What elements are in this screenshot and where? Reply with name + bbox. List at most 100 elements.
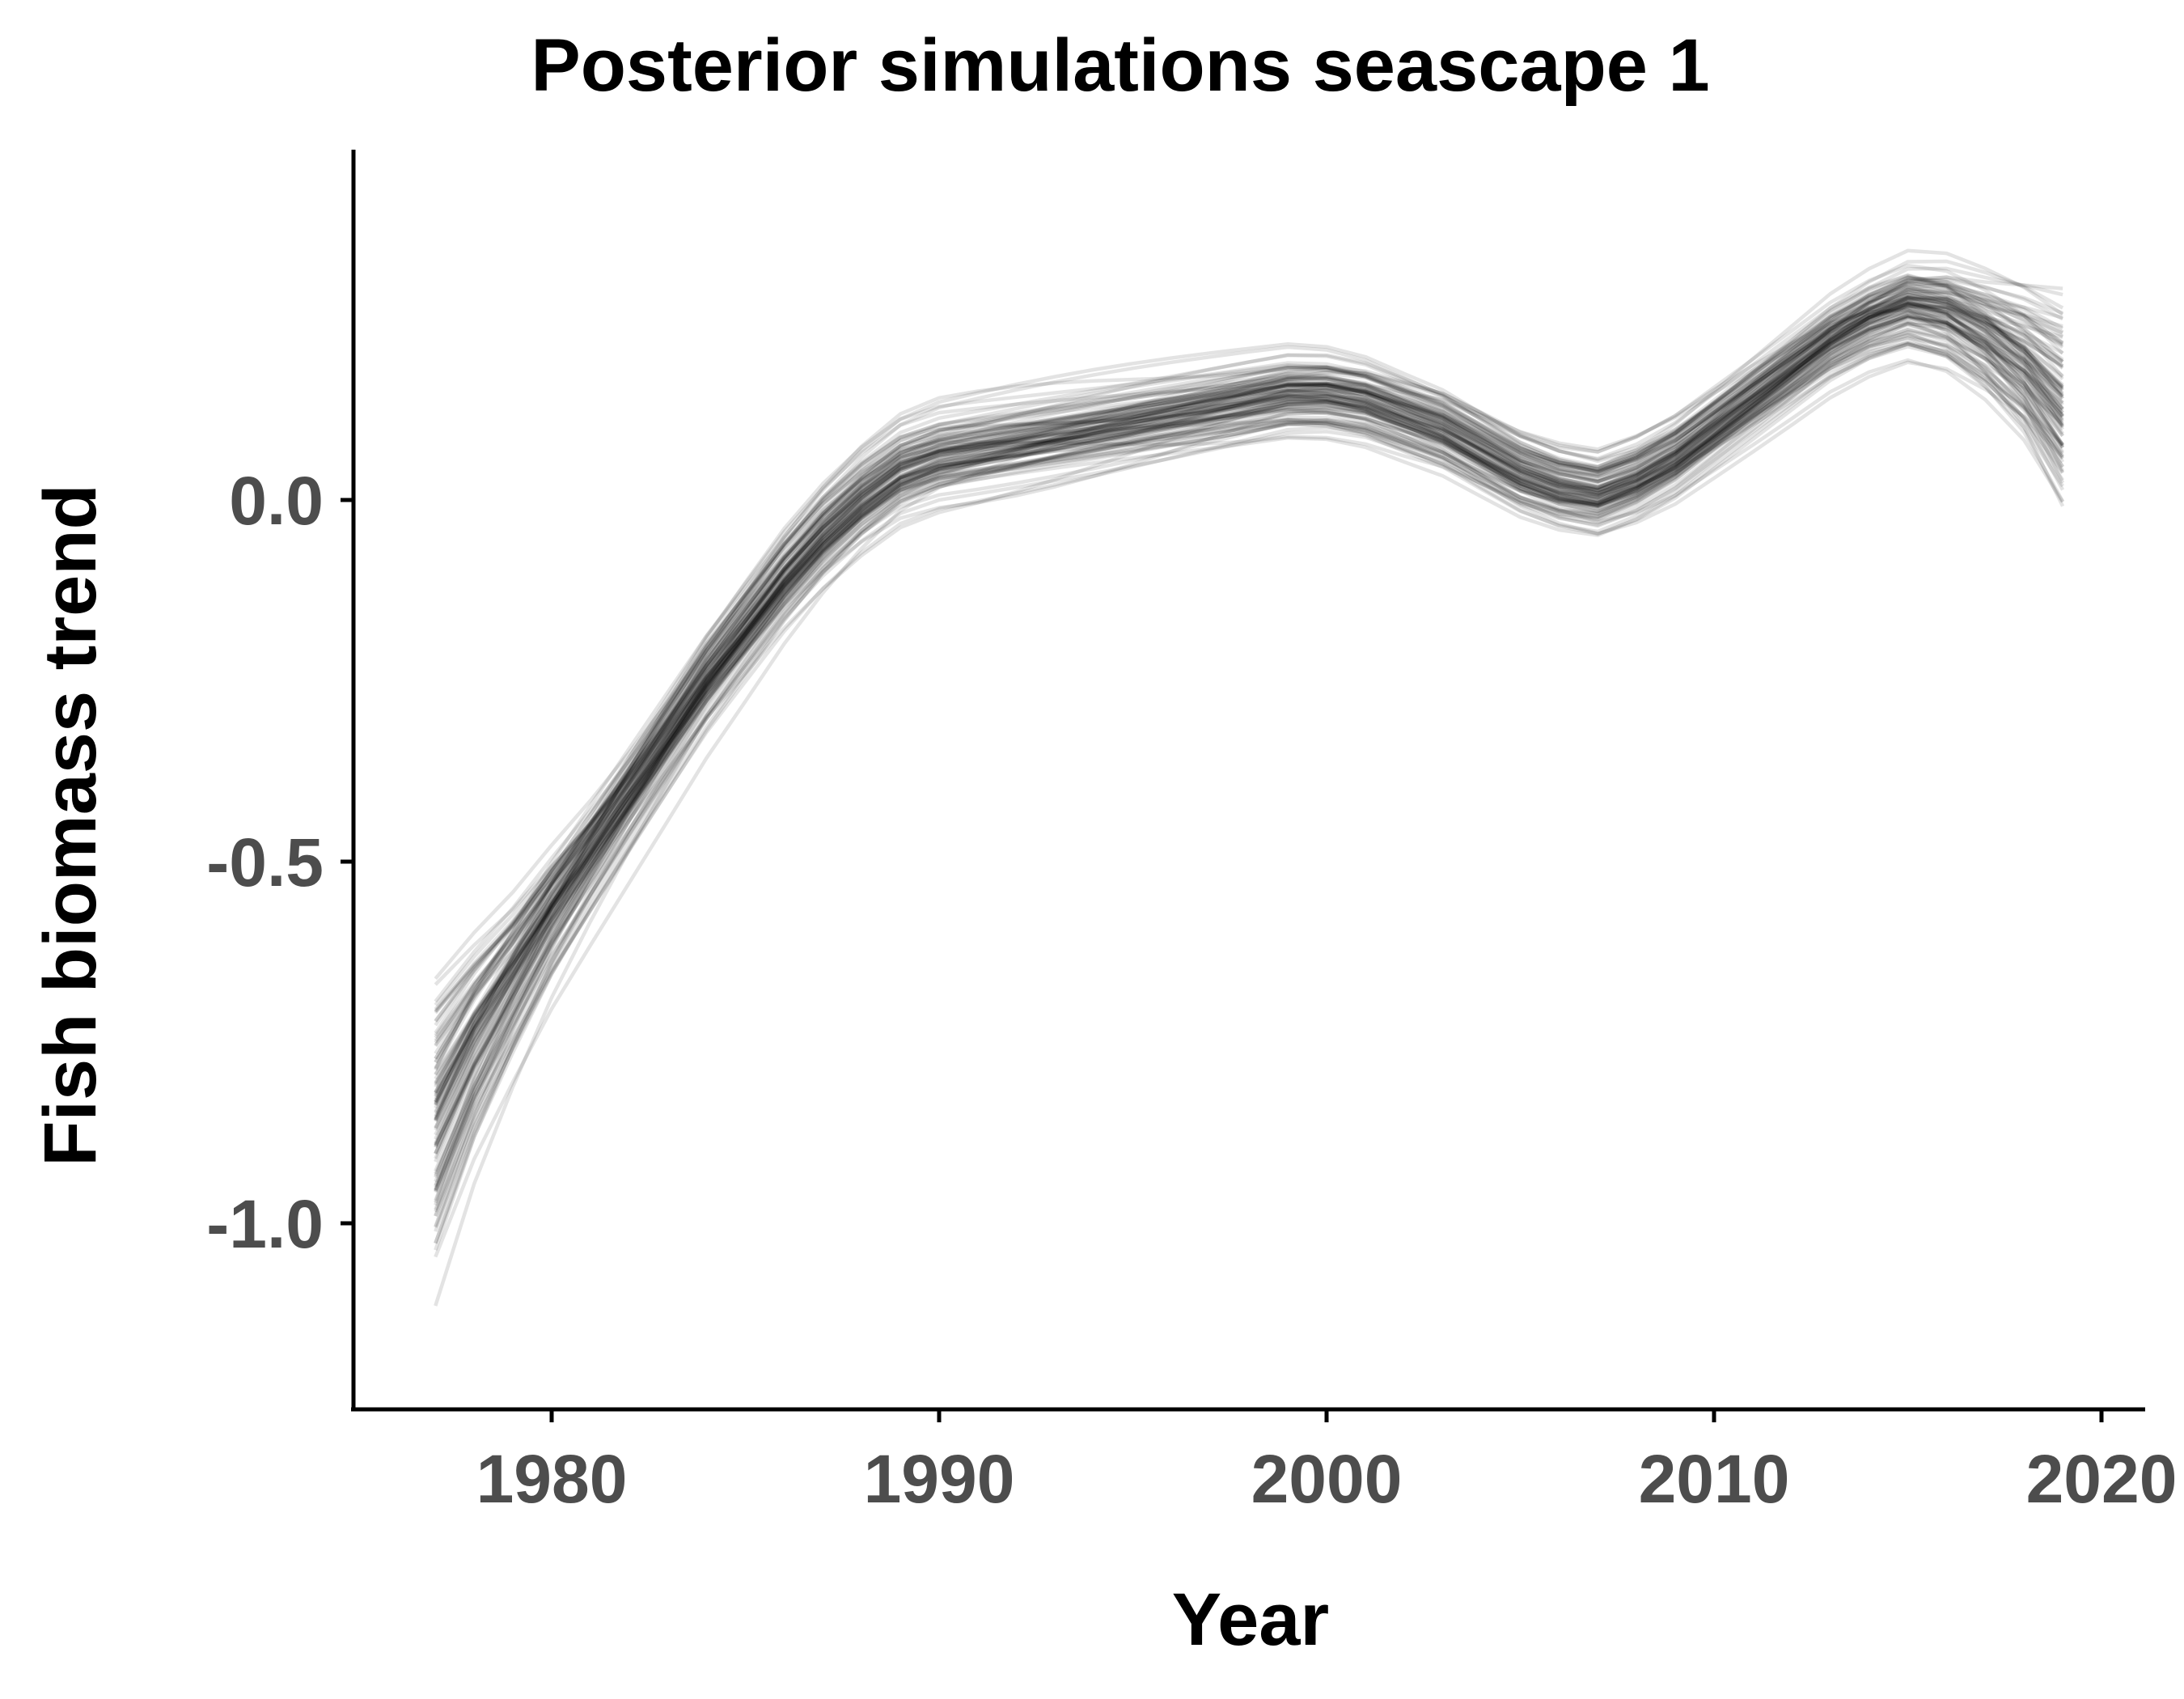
chart-title: Posterior simulations seascape 1 — [531, 24, 1709, 107]
simulation-line — [434, 360, 2064, 1307]
simulation-line — [434, 300, 2065, 1064]
simulation-line — [434, 281, 2064, 1121]
simulation-line — [434, 303, 2064, 1213]
simulation-line — [434, 309, 2064, 1159]
simulation-line — [434, 313, 2064, 1085]
simulation-line — [434, 292, 2064, 1123]
simulation-line — [434, 316, 2064, 1183]
simulation-line — [434, 307, 2064, 1177]
simulation-line — [434, 299, 2064, 1191]
simulation-line — [434, 306, 2064, 1023]
simulation-line — [434, 311, 2064, 1027]
x-tick-label: 2000 — [1251, 1441, 1403, 1517]
simulation-line — [434, 275, 2063, 1192]
x-tick-label: 2020 — [2026, 1441, 2178, 1517]
simulation-line — [434, 345, 2064, 1155]
simulation-line — [434, 299, 2064, 1013]
simulation-line — [434, 295, 2064, 1217]
simulation-line — [434, 289, 2064, 1060]
simulation-line — [434, 296, 2064, 1211]
simulation-line — [434, 322, 2064, 1244]
simulation-line — [434, 323, 2064, 1232]
simulation-line — [434, 293, 2064, 1146]
simulation-line — [434, 304, 2063, 1097]
simulation-line — [434, 333, 2064, 1251]
simulation-line — [434, 313, 2064, 1109]
simulation-line — [434, 301, 2064, 1103]
simulation-line — [434, 341, 2064, 1258]
simulation-line — [434, 289, 2064, 1227]
simulation-line — [434, 308, 2064, 1104]
x-tick-label: 1990 — [864, 1441, 1015, 1517]
simulation-line — [434, 275, 2064, 1098]
simulation-line — [434, 320, 2065, 1129]
simulation-line — [434, 315, 2064, 1206]
simulation-line — [434, 303, 2064, 1011]
simulation-line — [434, 287, 2064, 1149]
simulation-line — [434, 278, 2064, 1035]
simulation-line — [434, 306, 2065, 1179]
simulation-line — [434, 321, 2064, 1187]
y-axis-ticks: -1.0 -0.5 0.0 — [206, 463, 353, 1262]
simulation-line — [434, 310, 2064, 1121]
simulation-line — [434, 299, 2064, 986]
simulation-line — [434, 329, 2064, 1076]
simulation-line — [434, 282, 2064, 1122]
simulation-line — [434, 276, 2064, 1015]
simulation-line — [434, 314, 2064, 1148]
simulation-line — [434, 275, 2065, 1121]
simulation-line — [434, 336, 2065, 1013]
simulation-line — [434, 263, 2064, 1064]
simulation-line — [434, 358, 2065, 1103]
simulation-line — [434, 300, 2064, 1147]
y-tick-label: 0.0 — [229, 463, 324, 539]
simulation-line — [434, 281, 2064, 1075]
simulation-line — [434, 328, 2064, 1193]
simulation-line — [434, 290, 2064, 1172]
y-tick-label: -0.5 — [206, 824, 324, 900]
simulation-line — [434, 340, 2064, 1191]
simulation-line — [434, 341, 2064, 1055]
simulation-line — [434, 310, 2064, 1155]
simulation-line — [434, 296, 2065, 1145]
simulation-line — [434, 331, 2064, 1100]
simulation-line — [434, 286, 2064, 1080]
simulation-line — [434, 305, 2064, 1084]
x-tick-label: 1980 — [476, 1441, 628, 1517]
simulation-line — [434, 336, 2064, 1044]
simulation-line — [434, 295, 2063, 1175]
simulation-line — [434, 282, 2064, 1037]
simulation-line — [434, 321, 2064, 1104]
y-axis-title: Fish biomass trend — [29, 484, 112, 1167]
simulation-line — [434, 284, 2064, 1136]
simulation-line — [434, 301, 2064, 1094]
simulation-line — [434, 302, 2064, 1071]
simulation-line — [434, 328, 2064, 1217]
simulation-line — [434, 316, 2064, 1244]
simulation-line — [434, 297, 2064, 1105]
y-tick-label: -1.0 — [206, 1186, 324, 1262]
simulation-line — [434, 333, 2064, 1193]
simulation-line — [434, 296, 2064, 1003]
simulation-line — [434, 314, 2064, 1087]
x-tick-label: 2010 — [1639, 1441, 1790, 1517]
simulation-line — [434, 259, 2064, 1163]
simulation-line — [434, 266, 2063, 1088]
simulation-line — [434, 314, 2064, 1095]
simulation-line — [434, 286, 2064, 1113]
simulation-line — [434, 282, 2064, 1094]
simulation-line — [434, 278, 2063, 1070]
simulation-line — [434, 273, 2064, 1094]
simulation-line — [434, 320, 2064, 1115]
simulation-line — [434, 292, 2064, 1107]
simulation-line — [434, 315, 2064, 1201]
simulation-line — [434, 273, 2065, 1060]
simulation-line — [434, 290, 2063, 1146]
simulation-line — [434, 299, 2064, 1023]
simulation-line — [434, 303, 2064, 1042]
simulation-line — [434, 294, 2064, 981]
simulation-line — [434, 289, 2064, 1155]
simulation-line — [434, 275, 2064, 1070]
simulation-line — [434, 303, 2065, 1040]
